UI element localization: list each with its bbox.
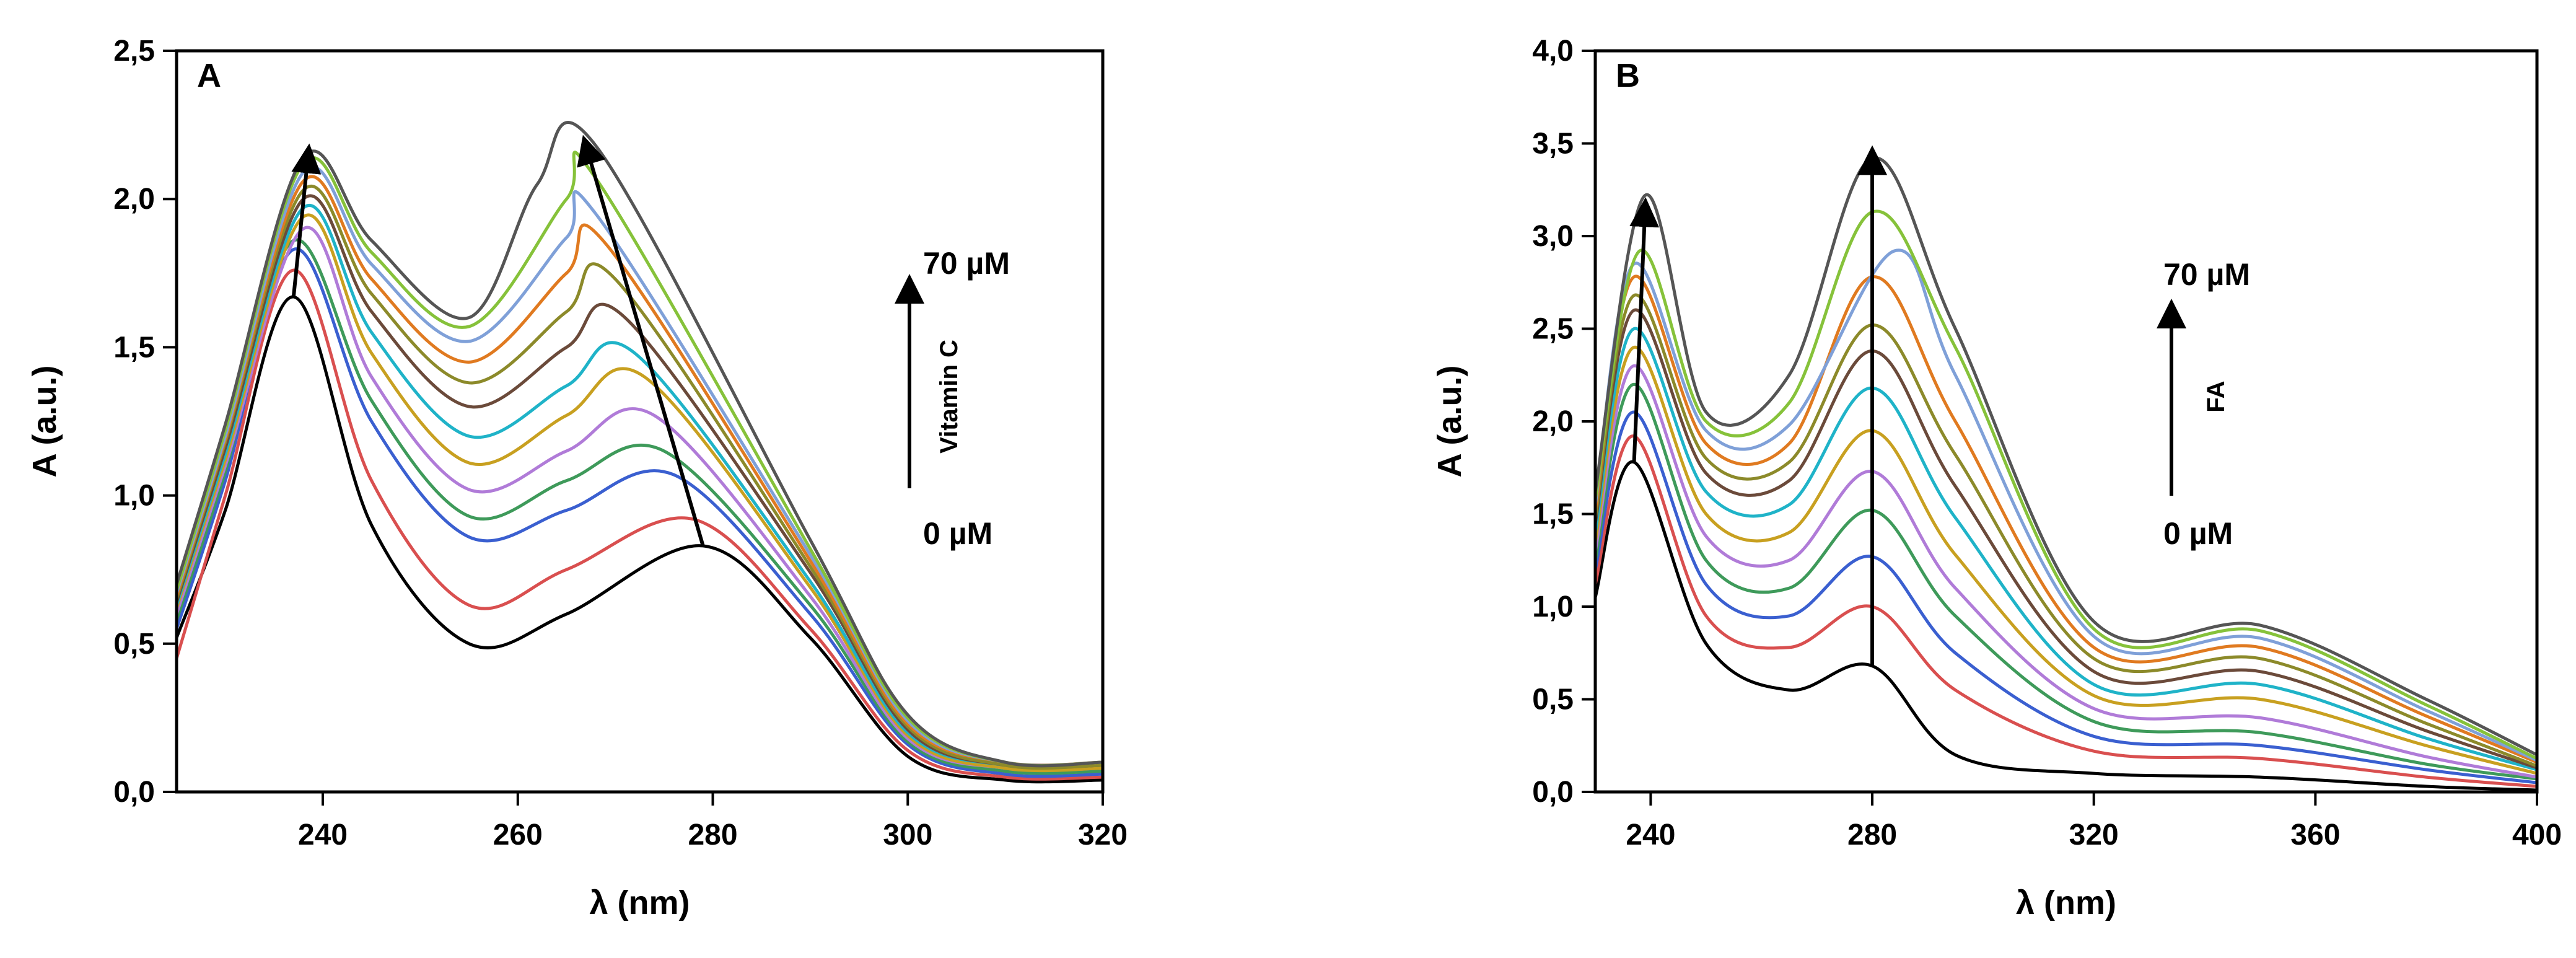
panel-a-ticks: 240 260 280 300 320 0,0 0,5 1,0 1,5 2,0 2,5 — [113, 35, 1128, 851]
panel-b-y-tick-label: 0,5 — [1532, 683, 1574, 716]
panel-a-arrows — [291, 134, 705, 547]
panel-a-x-tick-label: 300 — [883, 819, 932, 851]
panel-b-y-tick-label: 3,0 — [1532, 220, 1574, 253]
panel-a-x-tick-label: 280 — [688, 819, 737, 851]
panel-a-y-tick-label: 0,5 — [113, 628, 155, 661]
panel-a-series-11 — [175, 151, 1103, 767]
panel-b-label: B — [1616, 57, 1640, 94]
panel-b-y-tick-label: 3,5 — [1532, 128, 1574, 160]
panel-b-series-10 — [1593, 248, 2538, 762]
panel-a-y-tick-label: 1,5 — [113, 331, 155, 364]
panel-a-series-1 — [175, 268, 1103, 781]
panel-b-series-6 — [1593, 327, 2538, 771]
panel-b-annotation-vertical: FA — [2202, 380, 2230, 412]
panel-b-series-4 — [1593, 364, 2538, 779]
panel-b-series-12 — [1593, 156, 2538, 757]
panel-b-y-tick-label: 4,0 — [1532, 35, 1574, 68]
panel-b-series-3 — [1593, 382, 2538, 781]
panel-a-series-7 — [175, 194, 1103, 770]
panel-a-curves — [175, 121, 1103, 784]
panel-b-annotation-bottom: 0 µM — [2163, 516, 2233, 551]
panel-b-y-tick-label: 2,5 — [1532, 313, 1574, 346]
panel-a-y-tick-label: 2,0 — [113, 183, 155, 216]
panel-b-trend-arrow-0 — [1629, 197, 1660, 462]
panel-b-arrows — [1629, 145, 1888, 666]
panel-a-y-tick-label: 2,5 — [113, 35, 155, 68]
panel-a-xlabel: λ (nm) — [590, 884, 690, 921]
panel-a-ylabel: A (a.u.) — [26, 366, 63, 478]
panel-b-x-tick-label: 280 — [1847, 819, 1897, 851]
panel-b-x-tick-label: 320 — [2069, 819, 2119, 851]
panel-a-series-6 — [175, 204, 1103, 770]
panel-a: 240 260 280 300 320 0,0 0,5 1,0 1,5 2,0 2,5 A λ (n… — [26, 35, 1128, 921]
panel-a-trend-arrow-1 — [577, 134, 705, 547]
panel-b-x-tick-label: 360 — [2290, 819, 2340, 851]
panel-b-series-2 — [1593, 410, 2538, 784]
panel-b-x-tick-label: 240 — [1626, 819, 1675, 851]
panel-b-series-0 — [1593, 460, 2538, 792]
panel-b-y-tick-label: 0,0 — [1532, 776, 1574, 809]
panel-a-series-10 — [175, 165, 1103, 767]
panel-a-trend-arrow-0 — [291, 143, 322, 297]
panel-a-x-tick-label: 320 — [1078, 819, 1128, 851]
panel-b-y-tick-label: 1,0 — [1532, 591, 1574, 623]
panel-b-plot-frame — [1593, 49, 2539, 794]
panel-b-ticks: 240 280 320 360 400 0,0 0,5 1,0 1,5 2,0 2,5 3,0 3,5 4… — [1532, 35, 2562, 851]
panel-a-y-tick-label: 1,0 — [113, 480, 155, 512]
panel-a-annotation-vertical: Vitamin C — [935, 340, 963, 454]
panel-b: 240 280 320 360 400 0,0 0,5 1,0 1,5 2,0 2,5 3,0 3,5 4… — [1431, 35, 2562, 921]
panel-b-annotation-top: 70 µM — [2163, 257, 2250, 292]
panel-b-series-5 — [1593, 345, 2538, 775]
panel-a-x-tick-label: 260 — [493, 819, 543, 851]
panel-a-series-12 — [175, 121, 1103, 768]
panel-a-series-4 — [175, 226, 1103, 772]
panel-b-curves — [1593, 156, 2538, 792]
panel-a-x-tick-label: 240 — [298, 819, 348, 851]
panel-b-y-tick-label: 2,0 — [1532, 405, 1574, 438]
panel-a-annotation-bottom: 0 µM — [923, 516, 992, 551]
panel-b-series-1 — [1593, 434, 2538, 788]
panel-a-axes — [175, 49, 1105, 794]
panel-a-series-0 — [175, 295, 1103, 784]
panel-b-y-tick-label: 1,5 — [1532, 498, 1574, 531]
panel-b-series-7 — [1593, 308, 2538, 770]
panel-b-ylabel: A (a.u.) — [1431, 366, 1468, 478]
panel-a-annotation-top: 70 µM — [923, 246, 1010, 281]
panel-a-label: A — [197, 57, 221, 94]
panel-b-series-9 — [1593, 275, 2538, 764]
panel-a-y-tick-label: 0,0 — [113, 776, 155, 809]
panel-b-series-11 — [1593, 209, 2538, 760]
panel-b-xlabel: λ (nm) — [2016, 884, 2116, 921]
panel-b-series-8 — [1593, 293, 2538, 768]
panel-b-axes — [1593, 49, 2539, 794]
panel-a-series-3 — [175, 238, 1103, 775]
panel-a-series-5 — [175, 213, 1103, 773]
panel-a-plot-frame — [175, 49, 1105, 794]
panel-b-x-tick-label: 400 — [2512, 819, 2562, 851]
